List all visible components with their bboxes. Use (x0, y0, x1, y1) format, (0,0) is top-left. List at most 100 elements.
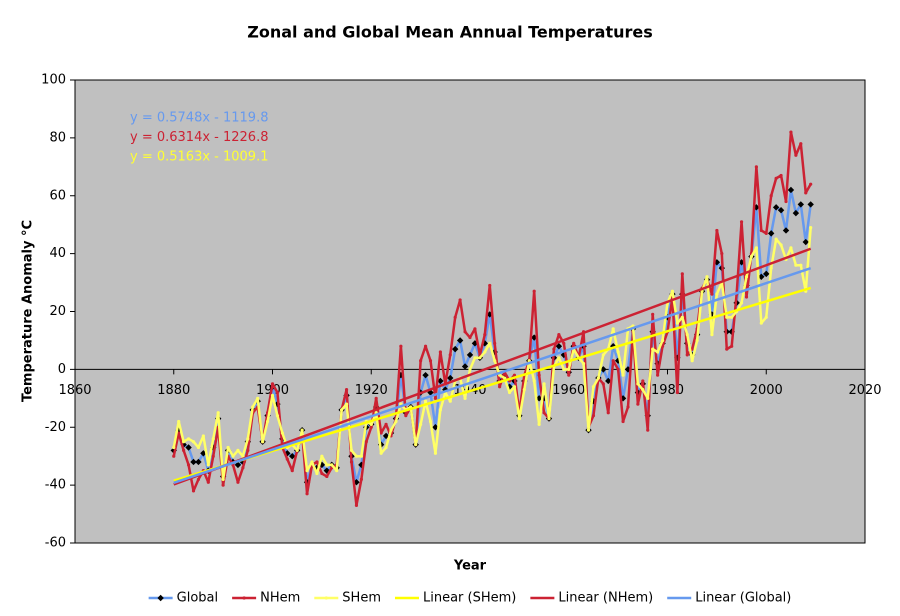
trend-equation: y = 0.5163x - 1009.1 (130, 150, 268, 165)
point-marker (275, 414, 280, 418)
point-marker (437, 377, 444, 385)
point-marker (349, 460, 354, 464)
point-marker (236, 448, 240, 452)
series-group (173, 247, 812, 486)
point-marker (185, 444, 192, 451)
point-marker (769, 194, 773, 198)
point-marker (498, 385, 502, 389)
point-marker (710, 333, 714, 337)
x-tick-label: 1980 (651, 383, 684, 398)
legend-item: SHem (314, 591, 381, 606)
point-marker (586, 428, 591, 432)
point-marker (715, 228, 719, 233)
point-marker (725, 315, 729, 319)
point-marker (789, 246, 793, 250)
point-marker (344, 402, 349, 406)
point-marker (512, 373, 517, 377)
point-marker (354, 454, 359, 458)
point-marker (611, 327, 615, 331)
point-marker (656, 373, 660, 377)
point-marker (216, 411, 220, 415)
point-marker (285, 457, 289, 461)
point-marker (344, 388, 349, 392)
point-marker (675, 321, 679, 325)
legend-item: Linear (NHem) (530, 591, 653, 606)
y-tick-label: 0 (58, 362, 66, 377)
series-group (173, 266, 812, 484)
point-marker (374, 396, 378, 400)
point-marker (473, 327, 477, 331)
point-marker (616, 367, 620, 371)
point-marker (172, 445, 176, 450)
point-marker (428, 419, 433, 424)
point-marker (512, 385, 517, 389)
point-marker (354, 503, 359, 507)
point-marker (186, 463, 191, 467)
point-marker (234, 461, 242, 469)
point-marker (191, 440, 196, 444)
trend-equation: y = 0.5748x - 1119.8 (130, 111, 268, 126)
point-marker (423, 344, 428, 348)
point-marker (651, 312, 655, 316)
point-marker (265, 419, 270, 424)
point-marker (695, 338, 699, 343)
point-marker (567, 373, 571, 377)
point-marker (453, 315, 457, 319)
point-marker (636, 382, 640, 386)
point-marker (246, 448, 250, 452)
point-marker (555, 343, 563, 350)
point-marker (463, 396, 467, 400)
point-marker (320, 471, 324, 476)
point-marker (206, 480, 210, 484)
legend-item: Linear (Global) (667, 591, 791, 606)
point-marker (532, 289, 536, 293)
x-tick-label: 1920 (355, 383, 388, 398)
point-marker (572, 341, 576, 345)
x-tick-label: 2000 (750, 383, 783, 398)
point-marker (517, 416, 521, 421)
y-tick-label: -40 (45, 478, 66, 493)
x-tick-label: 2020 (848, 383, 881, 398)
point-marker (675, 390, 679, 395)
point-marker (261, 440, 265, 444)
point-marker (690, 359, 694, 363)
point-marker (468, 367, 472, 371)
point-marker (226, 445, 230, 450)
point-marker (201, 434, 205, 438)
point-marker (764, 231, 768, 235)
legend-label: NHem (260, 591, 300, 606)
y-tick-label: 80 (49, 130, 66, 145)
point-marker (451, 345, 459, 353)
point-marker (537, 373, 541, 377)
point-marker (552, 347, 556, 351)
point-marker (799, 142, 803, 146)
point-marker (256, 396, 260, 400)
point-marker (404, 414, 408, 418)
point-marker (809, 182, 813, 186)
point-marker (468, 335, 472, 340)
point-marker (190, 458, 197, 466)
point-marker (562, 341, 566, 345)
point-marker (196, 445, 201, 450)
point-marker (325, 474, 329, 479)
point-marker (591, 414, 596, 418)
point-marker (772, 204, 780, 211)
point-marker (789, 130, 793, 134)
point-marker (567, 367, 571, 371)
point-marker (242, 596, 246, 600)
point-marker (270, 382, 275, 386)
legend-label: Global (177, 591, 218, 606)
point-marker (433, 451, 438, 455)
point-marker (802, 238, 809, 246)
point-marker (779, 173, 783, 178)
y-tick-label: 60 (49, 188, 66, 203)
point-marker (399, 344, 403, 348)
point-marker (685, 353, 689, 357)
point-marker (797, 201, 805, 208)
point-marker (422, 371, 429, 379)
point-marker (359, 477, 363, 481)
point-marker (447, 374, 454, 382)
point-marker (782, 227, 790, 234)
point-marker (493, 359, 497, 363)
legend-label: Linear (SHem) (423, 591, 516, 606)
